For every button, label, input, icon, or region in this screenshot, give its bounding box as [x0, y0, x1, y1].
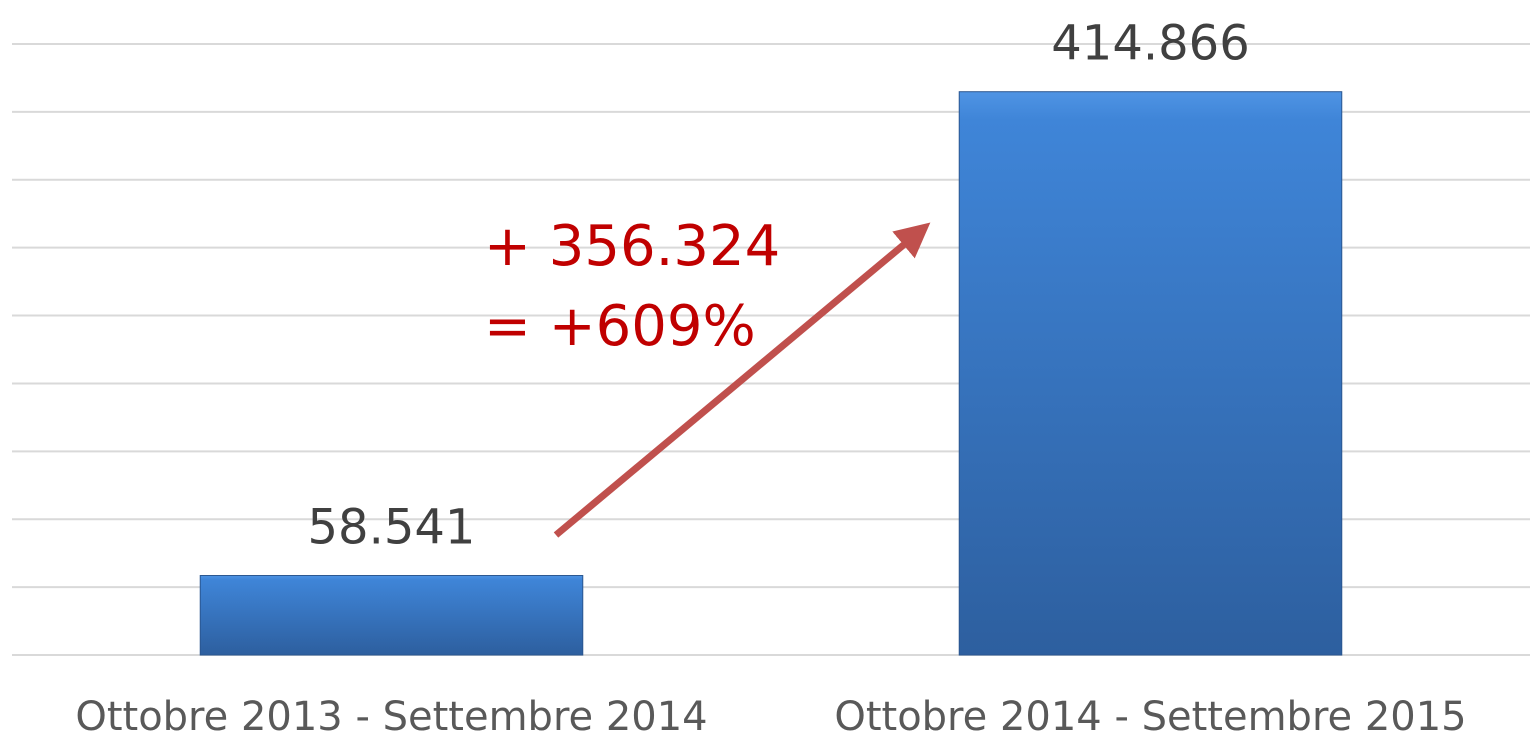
- value-label: 58.541: [308, 500, 476, 556]
- arrow: [553, 222, 931, 538]
- bars: Ottobre 2013 - Settembre 2014 58.541 Ottob…: [75, 16, 1466, 735]
- annotation: = +609%: [484, 294, 756, 359]
- annotation: + 356.324: [484, 214, 780, 279]
- bar: [199, 575, 584, 656]
- value-label: 414.866: [1051, 16, 1250, 72]
- x-tick-label: Ottobre 2013 - Settembre 2014: [75, 694, 707, 735]
- bar: [958, 91, 1343, 656]
- x-tick-label: Ottobre 2014 - Settembre 2015: [834, 694, 1466, 735]
